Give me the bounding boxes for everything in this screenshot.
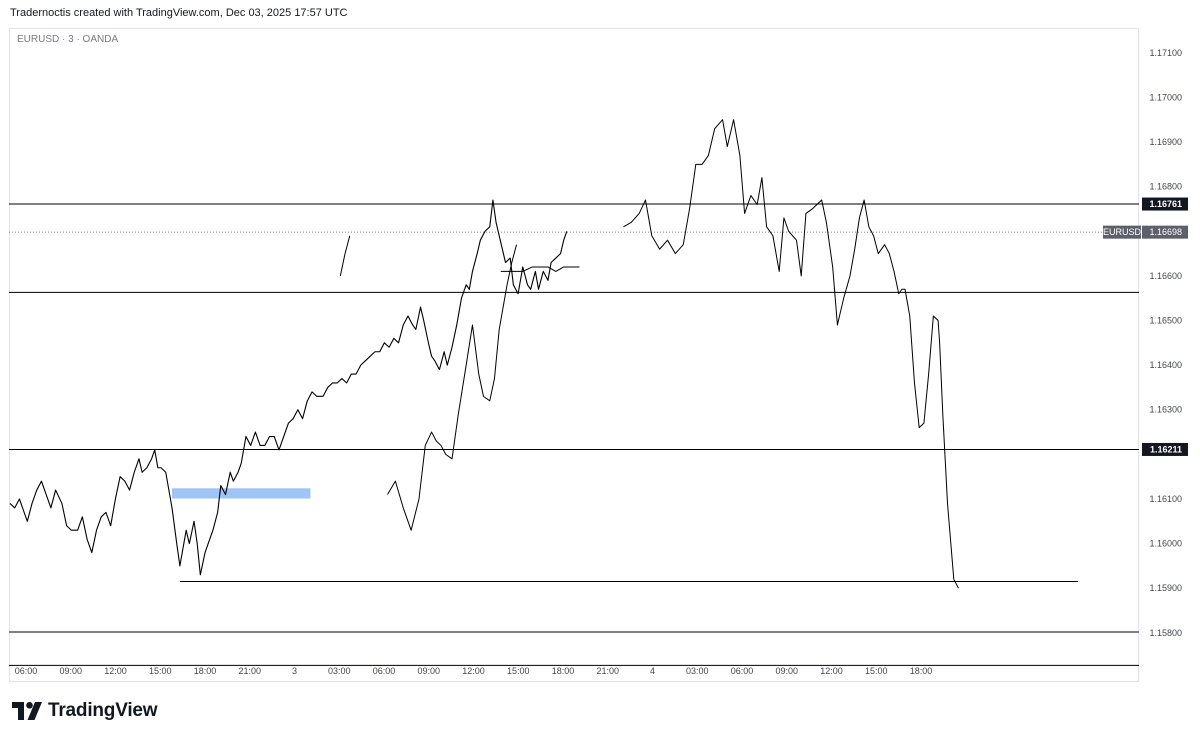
x-tick-label: 12:00 [104, 666, 127, 676]
symbol-tag [1103, 225, 1141, 239]
symbol-tag-label: EURUSD [1103, 227, 1142, 237]
y-tick-label: 1.15800 [1149, 628, 1182, 638]
x-tick-label: 18:00 [194, 666, 217, 676]
x-tick-label: 15:00 [507, 666, 530, 676]
x-tick-label: 03:00 [686, 666, 709, 676]
x-tick-label: 12:00 [820, 666, 843, 676]
x-tick-label: 18:00 [552, 666, 575, 676]
x-tick-label: 4 [650, 666, 655, 676]
level-price-label: 1.16211 [1150, 444, 1182, 454]
y-tick-label: 1.17000 [1149, 92, 1182, 102]
x-tick-label: 06:00 [373, 666, 396, 676]
y-tick-label: 1.15900 [1149, 583, 1182, 593]
x-tick-label: 09:00 [417, 666, 440, 676]
x-tick-label: 09:00 [59, 666, 82, 676]
x-tick-label: 06:00 [15, 666, 38, 676]
current-price-tag [1142, 225, 1188, 239]
y-tick-label: 1.17100 [1149, 48, 1182, 58]
x-tick-label: 06:00 [731, 666, 754, 676]
x-tick-label: 12:00 [462, 666, 485, 676]
symbol-label: EURUSD · 3 · OANDA [17, 34, 119, 45]
highlight-zone [172, 488, 311, 499]
projection-path [623, 119, 959, 589]
level-price-tag [1142, 442, 1188, 456]
y-tick-label: 1.16100 [1149, 494, 1182, 504]
y-tick-label: 1.16800 [1149, 182, 1182, 192]
y-tick-label: 1.16000 [1149, 539, 1182, 549]
x-tick-label: 15:00 [149, 666, 172, 676]
x-tick-label: 15:00 [865, 666, 888, 676]
projection-path [339, 235, 351, 276]
y-tick-label: 1.16900 [1149, 137, 1182, 147]
y-tick-label: 1.16300 [1149, 405, 1182, 415]
x-tick-label: 3 [292, 666, 297, 676]
x-tick-label: 21:00 [238, 666, 261, 676]
projection-path [500, 266, 580, 272]
projection-path [387, 244, 517, 531]
x-tick-label: 03:00 [328, 666, 351, 676]
level-price-tag [1142, 197, 1188, 211]
chart-frame [9, 28, 1139, 682]
level-price-label: 1.16761 [1149, 199, 1182, 209]
x-tick-label: 21:00 [596, 666, 619, 676]
attribution-text: Tradernoctis created with TradingView.co… [10, 7, 348, 19]
y-tick-label: 1.16500 [1149, 316, 1182, 326]
x-tick-label: 09:00 [775, 666, 798, 676]
tradingview-logo-icon [12, 702, 42, 720]
brand-logo: TradingView [12, 700, 158, 722]
y-tick-label: 1.16600 [1149, 271, 1182, 281]
y-tick-label: 1.16400 [1149, 360, 1182, 370]
x-tick-label: 18:00 [910, 666, 933, 676]
current-price-label: 1.16698 [1149, 227, 1182, 237]
price-series-line [9, 199, 568, 576]
brand-name: TradingView [48, 700, 158, 721]
